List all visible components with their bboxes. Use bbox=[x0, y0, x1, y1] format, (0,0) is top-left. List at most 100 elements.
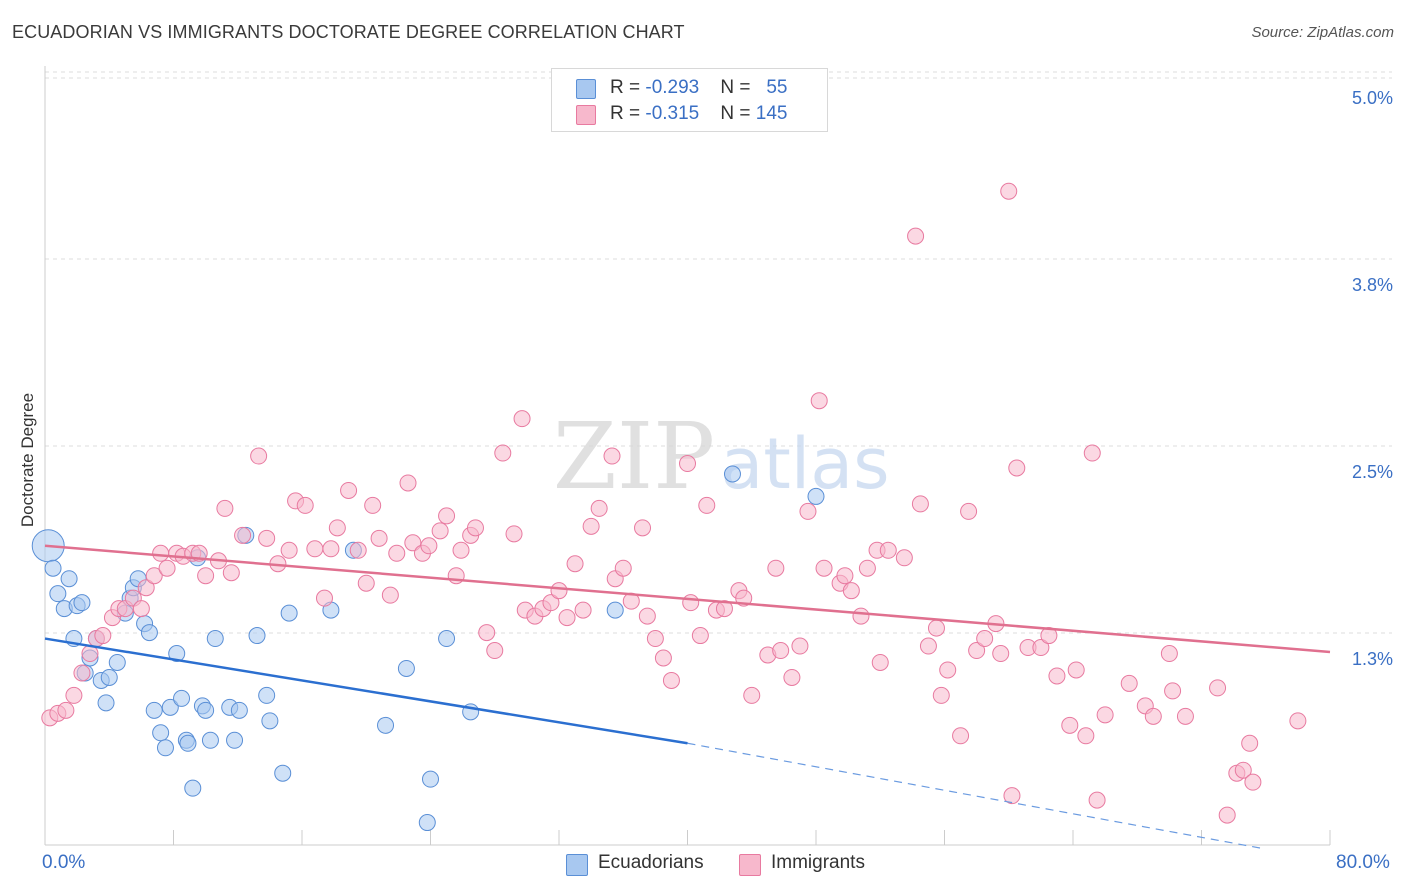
ecuadorian-point bbox=[422, 770, 439, 788]
immigrant-point bbox=[1083, 444, 1101, 462]
immigrant-point bbox=[216, 499, 234, 517]
immigrant-point bbox=[895, 549, 913, 567]
immigrant-point bbox=[388, 544, 406, 562]
immigrant-point bbox=[799, 502, 817, 520]
immigrant-point bbox=[280, 541, 298, 559]
chart-title: ECUADORIAN VS IMMIGRANTS DOCTORATE DEGRE… bbox=[12, 22, 685, 42]
legend-r-value: -0.315 bbox=[645, 103, 700, 124]
immigrant-point bbox=[315, 589, 333, 607]
legend-swatch-immigrants bbox=[576, 105, 596, 125]
immigrant-point bbox=[858, 559, 876, 577]
immigrant-point bbox=[1008, 459, 1026, 477]
trend-lines bbox=[44, 544, 1331, 849]
immigrant-point bbox=[258, 529, 276, 547]
immigrant-trend-line bbox=[44, 544, 1331, 654]
ecuadorian-point bbox=[397, 659, 415, 677]
watermark-atlas: atlas bbox=[720, 423, 889, 505]
immigrant-point bbox=[1061, 716, 1079, 734]
immigrant-point bbox=[1241, 734, 1259, 752]
series-swatch-ecuadorians bbox=[566, 854, 588, 876]
ecuadorian-point bbox=[248, 627, 266, 645]
immigrant-point bbox=[542, 594, 560, 612]
immigrant-point bbox=[65, 686, 83, 704]
ecuadorian-point bbox=[44, 559, 62, 577]
immigrant-point bbox=[73, 664, 91, 682]
x-axis-max-label: 80.0% bbox=[1336, 852, 1390, 873]
immigrant-point bbox=[1088, 791, 1106, 809]
immigrant-point bbox=[791, 637, 809, 655]
immigrant-point bbox=[767, 559, 785, 577]
immigrant-point bbox=[815, 559, 833, 577]
ecuadorian-point bbox=[377, 716, 395, 734]
ecuadorian-point bbox=[73, 594, 91, 612]
immigrant-point bbox=[810, 392, 828, 410]
immigrant-point bbox=[614, 559, 632, 577]
immigrant-point bbox=[222, 564, 240, 582]
immigrant-point bbox=[431, 522, 449, 540]
immigrant-point bbox=[558, 609, 576, 627]
ecuadorian-point bbox=[261, 712, 279, 730]
legend-swatch-ecuadorians bbox=[576, 79, 596, 99]
immigrant-point bbox=[132, 600, 150, 618]
immigrant-point bbox=[486, 642, 504, 660]
watermark: ZIP atlas bbox=[553, 403, 890, 510]
immigrant-point bbox=[679, 455, 696, 473]
immigrant-point bbox=[197, 567, 215, 585]
ecuadorian-point bbox=[173, 689, 191, 707]
immigrant-point bbox=[952, 727, 970, 745]
ecuadorian-point bbox=[723, 465, 741, 483]
ecuadorian-point bbox=[156, 739, 174, 757]
legend-n-value: 55 bbox=[766, 77, 788, 98]
immigrant-point bbox=[682, 594, 700, 612]
immigrant-point bbox=[662, 671, 680, 689]
immigrant-point bbox=[927, 619, 945, 637]
x-axis-min-label: 0.0% bbox=[42, 852, 86, 873]
immigrant-point bbox=[452, 541, 470, 559]
immigrant-point bbox=[715, 600, 733, 618]
ecuadorian-point bbox=[49, 585, 67, 603]
immigrant-point bbox=[646, 630, 664, 648]
ecuadorian-point bbox=[145, 701, 163, 719]
immigrant-point bbox=[911, 495, 929, 513]
legend-n-label: N = bbox=[720, 77, 756, 98]
ecuadorian-point bbox=[97, 694, 115, 712]
immigrant-point bbox=[842, 582, 860, 600]
immigrant-point bbox=[1234, 761, 1252, 779]
ecuadorian-point bbox=[60, 570, 78, 588]
immigrant-point bbox=[513, 410, 531, 428]
ecuadorian-point bbox=[197, 701, 215, 719]
ecuadorian-point bbox=[201, 731, 219, 749]
immigrant-point bbox=[478, 624, 496, 642]
y-tick-label: 3.8% bbox=[1352, 275, 1393, 295]
immigrant-point bbox=[466, 519, 484, 537]
immigrant-point bbox=[137, 579, 155, 597]
immigrant-point bbox=[1160, 645, 1178, 663]
correlation-legend: R = -0.293 N = 55 R = -0.315 N = 145 bbox=[551, 68, 828, 132]
immigrant-point bbox=[370, 529, 388, 547]
immigrant-point bbox=[772, 642, 790, 660]
immigrant-point bbox=[322, 540, 340, 558]
immigrant-point bbox=[1120, 674, 1138, 692]
gridlines bbox=[45, 71, 1392, 634]
immigrant-point bbox=[328, 519, 346, 537]
immigrant-point bbox=[919, 637, 937, 655]
ecuadorian-point bbox=[438, 630, 456, 648]
ecuadorian-point bbox=[152, 724, 170, 742]
ecuadorian-point bbox=[100, 668, 118, 686]
immigrant-point bbox=[1077, 727, 1095, 745]
immigrant-point bbox=[340, 481, 358, 499]
immigrant-point bbox=[836, 567, 854, 585]
immigrant-point bbox=[1144, 707, 1162, 725]
ecuadorian-trend-extension bbox=[687, 742, 1261, 849]
ecuadorian-point bbox=[179, 734, 197, 752]
legend-n-value: 145 bbox=[755, 103, 788, 124]
immigrant-point bbox=[603, 447, 621, 465]
immigrant-point bbox=[399, 474, 417, 492]
source-label: Source: ZipAtlas.com bbox=[1251, 24, 1394, 41]
immigrant-point bbox=[57, 701, 75, 719]
immigrant-point bbox=[94, 627, 112, 645]
series-legend: Ecuadorians Immigrants bbox=[0, 852, 1406, 878]
immigrant-point bbox=[879, 541, 897, 559]
ecuadorian-point bbox=[230, 701, 248, 719]
